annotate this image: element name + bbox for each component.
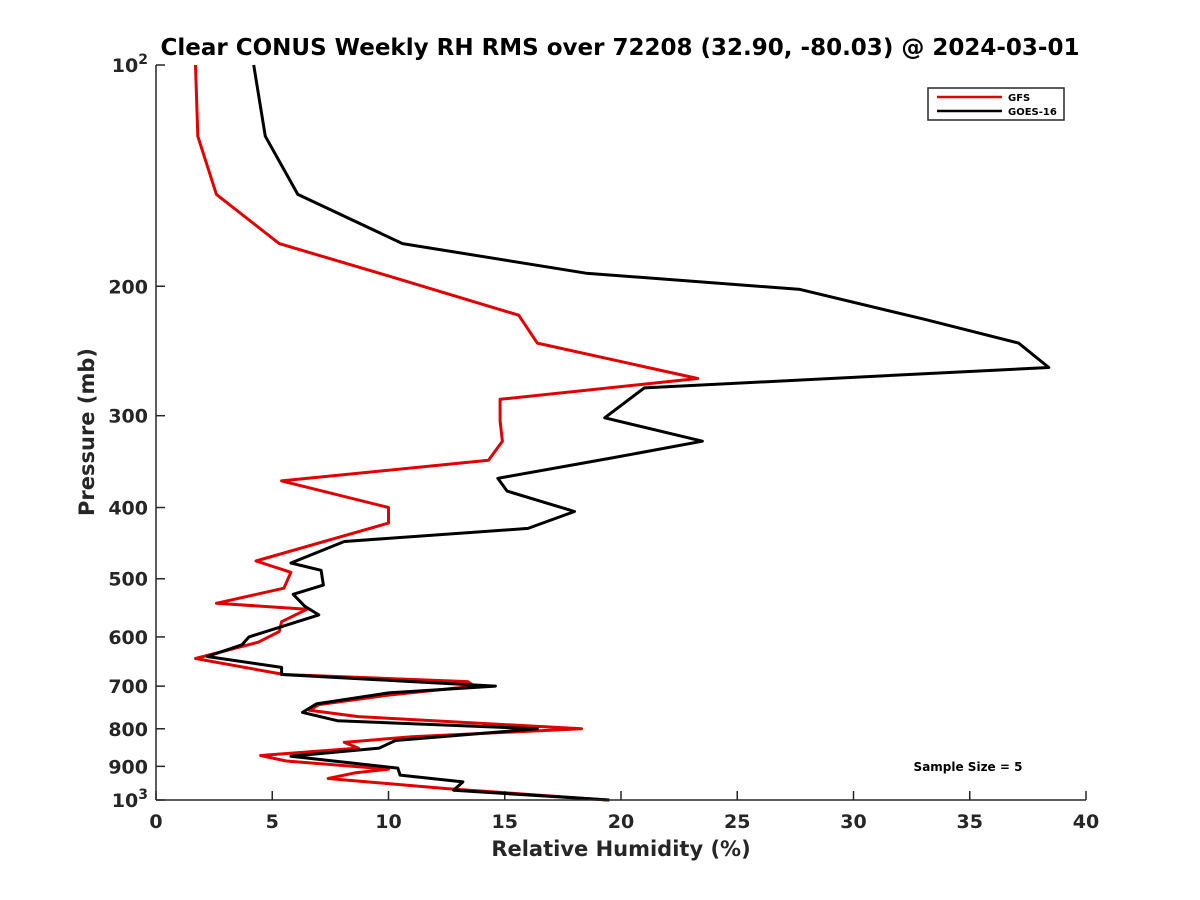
y-tick-label: 102 [112,52,148,77]
y-tick-label: 800 [108,719,148,741]
y-tick-label: 103 [112,787,148,812]
x-tick-label: 20 [608,811,634,833]
x-tick-label: 40 [1073,811,1099,833]
y-tick-label: 400 [108,498,148,520]
y-tick-label: 600 [108,627,148,649]
y-tick-label: 700 [108,676,148,698]
legend-label-goes16: GOES-16 [1008,107,1057,118]
x-tick-label: 5 [266,811,279,833]
plot-area [194,64,1051,802]
x-tick-label: 30 [840,811,866,833]
legend: GFS GOES-16 [927,87,1065,121]
legend-label-gfs: GFS [1008,93,1030,104]
x-tick-label: 25 [724,811,750,833]
y-tick-label: 300 [108,406,148,428]
chart-title: Clear CONUS Weekly RH RMS over 72208 (32… [161,35,1080,61]
y-axis: 102 200 300 400 500 600 700 800 900 103 [108,52,165,812]
y-tick-label: 200 [108,276,148,298]
series-line-goes16 [205,64,1051,802]
legend-box [927,87,1065,121]
y-tick-label: 900 [108,756,148,778]
sample-size-annotation: Sample Size = 5 [914,760,1023,774]
y-tick-label: 500 [108,569,148,591]
x-tick-label: 15 [492,811,518,833]
x-tick-label: 10 [375,811,401,833]
x-tick-label: 35 [957,811,983,833]
x-axis-label: Relative Humidity (%) [491,837,750,861]
x-tick-label: 0 [149,811,162,833]
x-axis: 0 5 10 15 20 25 30 35 40 [149,791,1099,833]
y-axis-label: Pressure (mb) [75,348,99,516]
